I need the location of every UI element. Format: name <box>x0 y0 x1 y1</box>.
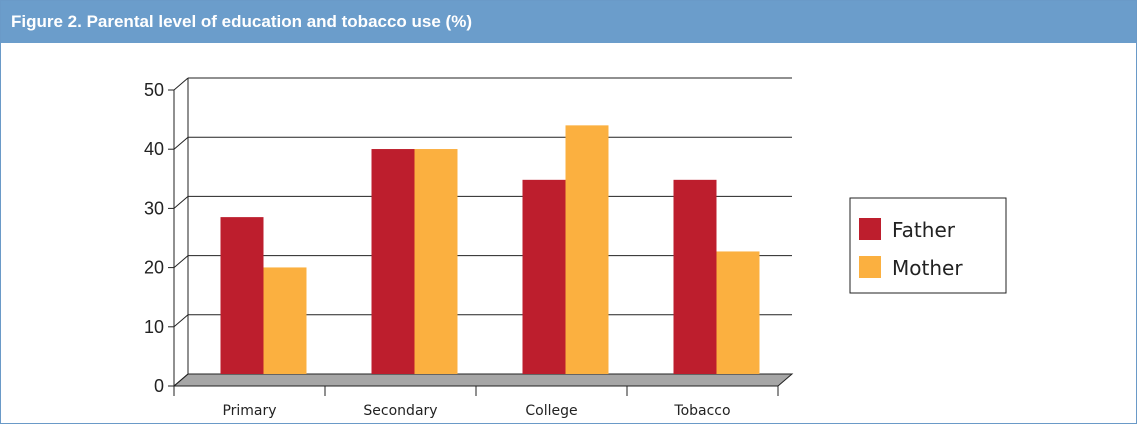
legend-label-mother: Mother <box>892 256 963 280</box>
y-tick-label: 50 <box>144 80 164 100</box>
y-tick-label: 20 <box>144 258 164 278</box>
bar-father-tobacco <box>674 180 717 374</box>
x-tick-label: Tobacco <box>673 403 730 419</box>
grid-depth-line <box>174 196 188 208</box>
legend-label-father: Father <box>892 218 956 242</box>
x-tick-label: Primary <box>222 403 276 419</box>
bar-mother-primary <box>264 267 307 374</box>
bar-father-college <box>523 180 566 374</box>
bar-mother-tobacco <box>717 251 760 374</box>
legend-swatch-mother <box>859 256 881 278</box>
grid-depth-line <box>174 137 188 149</box>
grid-depth-line <box>174 78 188 90</box>
bar-father-secondary <box>372 149 415 374</box>
y-tick-label: 30 <box>144 198 164 218</box>
y-tick-label: 10 <box>144 317 164 337</box>
legend-swatch-father <box>859 218 881 240</box>
x-tick-label: Secondary <box>363 403 437 419</box>
grid-depth-line <box>174 315 188 327</box>
bar-mother-secondary <box>415 149 458 374</box>
x-tick-label: College <box>525 403 577 419</box>
bar-mother-college <box>566 125 609 374</box>
bar-father-primary <box>221 217 264 374</box>
grid-depth-line <box>174 256 188 268</box>
y-tick-label: 40 <box>144 139 164 159</box>
y-tick-label: 0 <box>154 376 164 396</box>
chart-floor <box>174 374 792 386</box>
